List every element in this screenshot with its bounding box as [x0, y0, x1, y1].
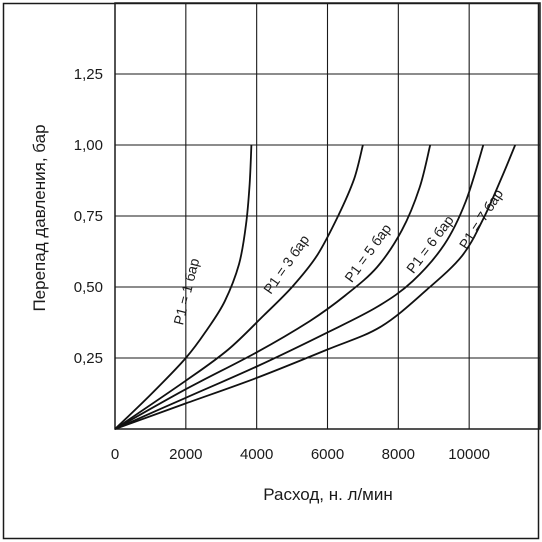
x-tick-label: 0	[111, 446, 119, 463]
series-line-5	[114, 144, 517, 430]
y-axis-title: Перепад давления, бар	[30, 124, 49, 311]
x-tick-label: 8000	[382, 446, 415, 463]
series-line-2	[114, 144, 364, 430]
y-tick-label: 0,25	[74, 350, 103, 367]
y-tick-label: 1,25	[74, 66, 103, 83]
y-axis-tick-labels: 0,25 0,50 0,75 1,00 1,25	[74, 66, 103, 367]
y-tick-label: 0,75	[74, 208, 103, 225]
series-line-3	[114, 144, 432, 430]
plot-area	[114, 2, 541, 430]
y-tick-label: 1,00	[74, 137, 103, 154]
y-tick-label: 0,50	[74, 279, 103, 296]
series-line-1	[114, 144, 253, 430]
x-tick-label: 2000	[169, 446, 202, 463]
x-axis-tick-labels: 0 2000 4000 6000 8000 10000	[111, 446, 490, 463]
x-tick-label: 4000	[240, 446, 273, 463]
series-group	[114, 144, 517, 430]
x-tick-label: 6000	[311, 446, 344, 463]
series-line-4	[114, 144, 485, 430]
x-tick-label: 10000	[448, 446, 490, 463]
x-axis-title: Расход, н. л/мин	[263, 485, 393, 504]
